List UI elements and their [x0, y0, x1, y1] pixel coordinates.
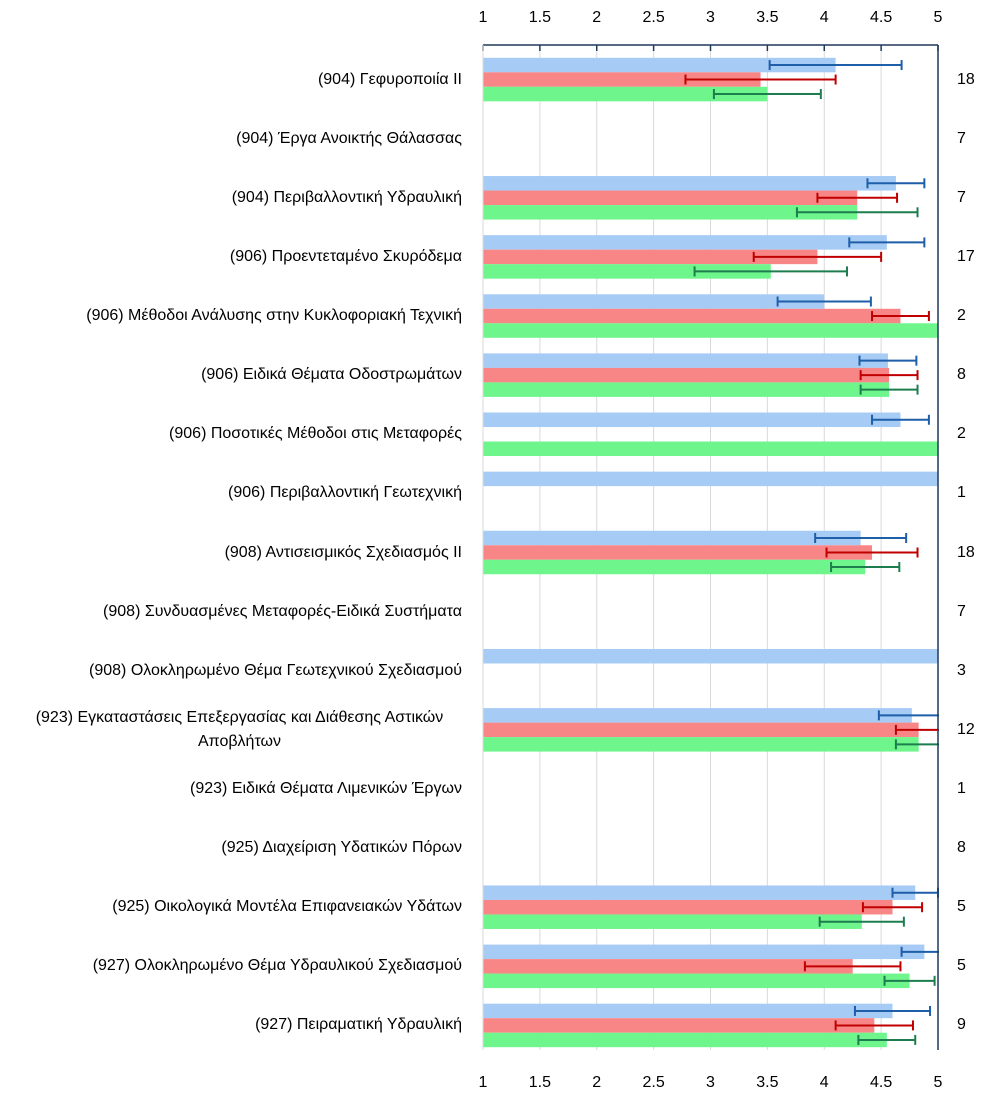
- count-label: 5: [957, 957, 966, 975]
- category-label: (906) Ειδικά Θέματα Οδοστρωμάτων: [201, 366, 462, 384]
- count-label: 1: [957, 779, 966, 797]
- x-tick-label-bottom: 3.5: [756, 1074, 778, 1091]
- x-tick-label-bottom: 5: [934, 1074, 943, 1091]
- bar: [483, 737, 919, 752]
- bar: [483, 441, 938, 457]
- x-tick-label-top: 2.5: [643, 9, 665, 26]
- category-label: (927) Πειραματική Υδραυλική: [255, 1016, 462, 1034]
- bar: [483, 959, 853, 974]
- count-label: 17: [957, 247, 975, 265]
- category-label: (923) Ειδικά Θέματα Λιμενικών Έργων: [190, 779, 462, 797]
- x-tick-label-bottom: 3: [706, 1074, 715, 1091]
- bar: [483, 86, 768, 102]
- bar: [483, 176, 896, 191]
- x-tick-label-top: 5: [934, 9, 943, 26]
- count-label: 2: [957, 425, 966, 443]
- bar: [483, 708, 912, 723]
- count-label: 3: [957, 661, 966, 679]
- count-label: 18: [957, 543, 975, 561]
- bar: [483, 559, 866, 575]
- category-label: (925) Οικολογικά Μοντέλα Επιφανειακών Υδ…: [112, 898, 462, 916]
- bar: [483, 205, 858, 220]
- x-tick-label-top: 3.5: [756, 9, 778, 26]
- category-label: (925) Διαχείριση Υδατικών Πόρων: [221, 839, 462, 857]
- x-tick-label-bottom: 1: [479, 1074, 488, 1091]
- x-tick-label-bottom: 2.5: [643, 1074, 665, 1091]
- x-tick-label-bottom: 4.5: [870, 1074, 892, 1091]
- category-label: (904) Έργα Ανοικτής Θάλασσας: [236, 129, 462, 147]
- x-tick-label-top: 3: [706, 9, 715, 26]
- bar: [483, 1003, 893, 1019]
- bar: [483, 367, 890, 383]
- category-label: (927) Ολοκληρωμένο Θέμα Υδραυλικού Σχεδι…: [92, 957, 462, 975]
- count-label: 7: [957, 602, 966, 620]
- bar: [483, 1032, 887, 1048]
- bar: [483, 72, 761, 87]
- x-tick-label-top: 1: [479, 9, 488, 26]
- count-label: 1: [957, 484, 966, 502]
- bar: [483, 885, 916, 900]
- bar: [483, 235, 887, 250]
- count-label: 12: [957, 720, 975, 738]
- category-label: (906) Προεντεταμένο Σκυρόδεμα: [229, 247, 462, 265]
- x-tick-label-bottom: 4: [820, 1074, 829, 1091]
- category-label: (908) Συνδυασμένες Μεταφορές-Ειδικά Συστ…: [103, 602, 462, 620]
- bar: [483, 914, 862, 929]
- bar: [483, 471, 938, 487]
- category-label: (906) Μέθοδοι Ανάλυσης στην Κυκλοφοριακή…: [86, 307, 462, 325]
- x-tick-label-top: 1.5: [529, 9, 551, 26]
- count-label: 7: [957, 129, 966, 147]
- bar: [483, 190, 858, 206]
- bar: [483, 308, 901, 324]
- category-label: (908) Ολοκληρωμένο Θέμα Γεωτεχνικού Σχεδ…: [89, 661, 462, 679]
- bar: [483, 1018, 875, 1033]
- category-label: (923) Εγκαταστάσεις Επεξεργασίας και Διά…: [35, 708, 444, 750]
- x-tick-label-top: 4.5: [870, 9, 892, 26]
- bar: [483, 530, 861, 546]
- bar: [483, 353, 888, 368]
- bar: [483, 294, 825, 309]
- category-label: (904) Περιβαλλοντική Υδραυλική: [231, 188, 462, 206]
- category-label: (908) Αντισεισμικός Σχεδιασμός ΙΙ: [224, 543, 462, 561]
- bar: [483, 249, 818, 265]
- category-label: (904) Γεφυροποιία ΙΙ: [317, 70, 462, 88]
- bar: [483, 899, 893, 915]
- bar: [483, 722, 919, 738]
- bar: [483, 382, 890, 397]
- count-label: 5: [957, 898, 966, 916]
- bar: [483, 944, 925, 960]
- bar: [483, 264, 771, 279]
- x-tick-label-bottom: 2: [592, 1074, 601, 1091]
- count-label: 8: [957, 366, 966, 384]
- count-label: 9: [957, 1016, 966, 1034]
- bar: [483, 648, 938, 664]
- category-label: (906) Περιβαλλοντική Γεωτεχνική: [228, 484, 462, 502]
- bar: [483, 323, 938, 338]
- bar: [483, 973, 910, 989]
- x-tick-label-top: 2: [592, 9, 601, 26]
- count-label: 8: [957, 839, 966, 857]
- x-tick-label-bottom: 1.5: [529, 1074, 551, 1091]
- count-label: 18: [957, 70, 975, 88]
- bar: [483, 412, 901, 428]
- count-label: 2: [957, 307, 966, 325]
- x-tick-label-top: 4: [820, 9, 829, 26]
- bar: [483, 57, 836, 73]
- count-label: 7: [957, 188, 966, 206]
- category-label: (906) Ποσοτικές Μέθοδοι στις Μεταφορές: [169, 425, 462, 443]
- bar: [483, 545, 873, 560]
